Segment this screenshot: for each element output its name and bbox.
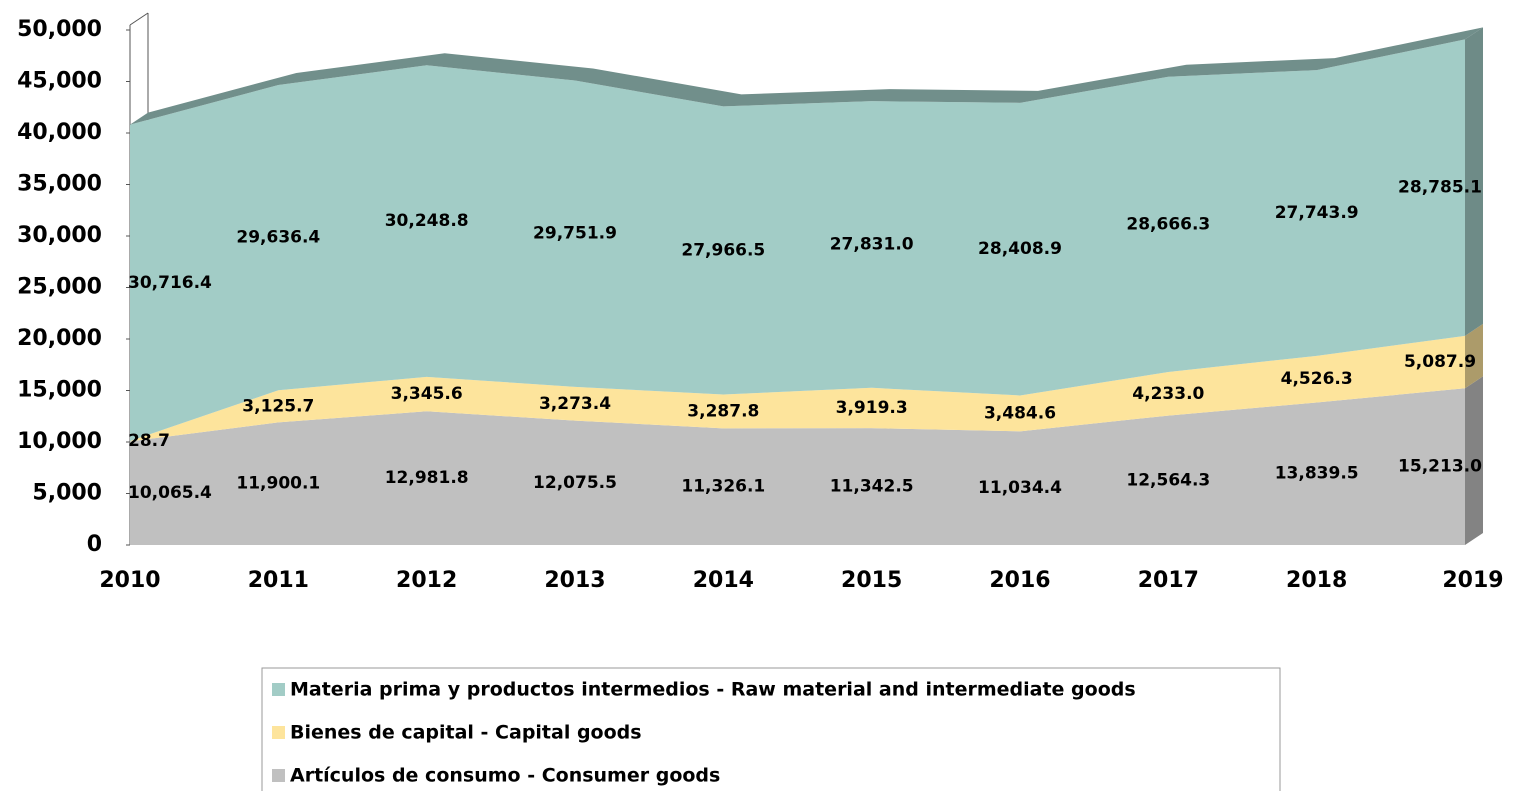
x-tick-label: 2013: [544, 568, 605, 593]
value-label: 27,743.9: [1275, 203, 1359, 223]
value-label: 28,408.9: [978, 239, 1062, 259]
value-label: 10,065.4: [128, 483, 212, 503]
legend-swatch: [272, 769, 285, 782]
y-tick-label: 40,000: [17, 120, 102, 145]
value-label: 3,287.8: [687, 401, 759, 421]
area: [130, 39, 1465, 442]
value-label: 3,484.6: [984, 403, 1056, 423]
back-wall-top: [129, 12, 149, 26]
legend-label: Artículos de consumo - Consumer goods: [290, 765, 720, 787]
value-label: 11,342.5: [830, 477, 914, 497]
legend-swatch: [272, 726, 285, 739]
y-tick-label: 35,000: [17, 172, 102, 197]
x-tick-label: 2016: [989, 568, 1050, 593]
y-tick-label: 20,000: [17, 326, 102, 351]
value-label: 28,666.3: [1126, 214, 1210, 234]
y-tick-label: 30,000: [17, 223, 102, 248]
value-label: 27,831.0: [830, 234, 914, 254]
value-label: 28.7: [128, 431, 170, 451]
legend-box: [261, 667, 1281, 791]
value-label: 12,564.3: [1126, 470, 1210, 490]
y-tick-label: 0: [87, 532, 102, 557]
y-tick-label: 45,000: [17, 69, 102, 94]
x-tick-label: 2018: [1286, 568, 1347, 593]
legend-label: Materia prima y productos intermedios - …: [290, 679, 1136, 701]
value-label: 27,966.5: [681, 240, 765, 260]
value-label: 5,087.9: [1404, 352, 1476, 372]
value-label: 11,326.1: [681, 477, 765, 497]
x-tick-label: 2014: [693, 568, 754, 593]
area-side: [1465, 27, 1483, 336]
value-label: 30,248.8: [385, 211, 469, 231]
value-label: 4,526.3: [1281, 369, 1353, 389]
value-label: 3,919.3: [836, 398, 908, 418]
value-label: 4,233.0: [1132, 384, 1204, 404]
value-label: 3,345.6: [391, 384, 463, 404]
y-tick-label: 50,000: [17, 17, 102, 42]
x-tick-label: 2010: [99, 568, 160, 593]
y-tick-label: 5,000: [32, 481, 102, 506]
value-label: 3,125.7: [242, 396, 314, 416]
value-label: 28,785.1: [1398, 178, 1482, 198]
value-label: 11,900.1: [236, 474, 320, 494]
area: [130, 335, 1465, 442]
value-label: 30,716.4: [128, 273, 212, 293]
value-label: 11,034.4: [978, 478, 1062, 498]
x-tick-label: 2017: [1138, 568, 1199, 593]
x-tick-label: 2011: [248, 568, 309, 593]
value-label: 12,075.5: [533, 473, 617, 493]
area-side: [1465, 323, 1483, 389]
area: [130, 388, 1465, 545]
y-tick-label: 25,000: [17, 275, 102, 300]
x-tick-label: 2012: [396, 568, 457, 593]
x-tick-label: 2015: [841, 568, 902, 593]
y-tick-label: 15,000: [17, 378, 102, 403]
legend-label: Bienes de capital - Capital goods: [290, 722, 642, 744]
value-label: 29,751.9: [533, 224, 617, 244]
value-label: 15,213.0: [1398, 457, 1482, 477]
legend-swatch: [272, 683, 285, 696]
value-label: 13,839.5: [1275, 464, 1359, 484]
x-tick-label: 2019: [1442, 568, 1503, 593]
value-label: 12,981.8: [385, 468, 469, 488]
value-label: 3,273.4: [539, 394, 611, 414]
value-label: 29,636.4: [236, 228, 320, 248]
y-tick-label: 10,000: [17, 429, 102, 454]
area-side: [1465, 376, 1483, 545]
